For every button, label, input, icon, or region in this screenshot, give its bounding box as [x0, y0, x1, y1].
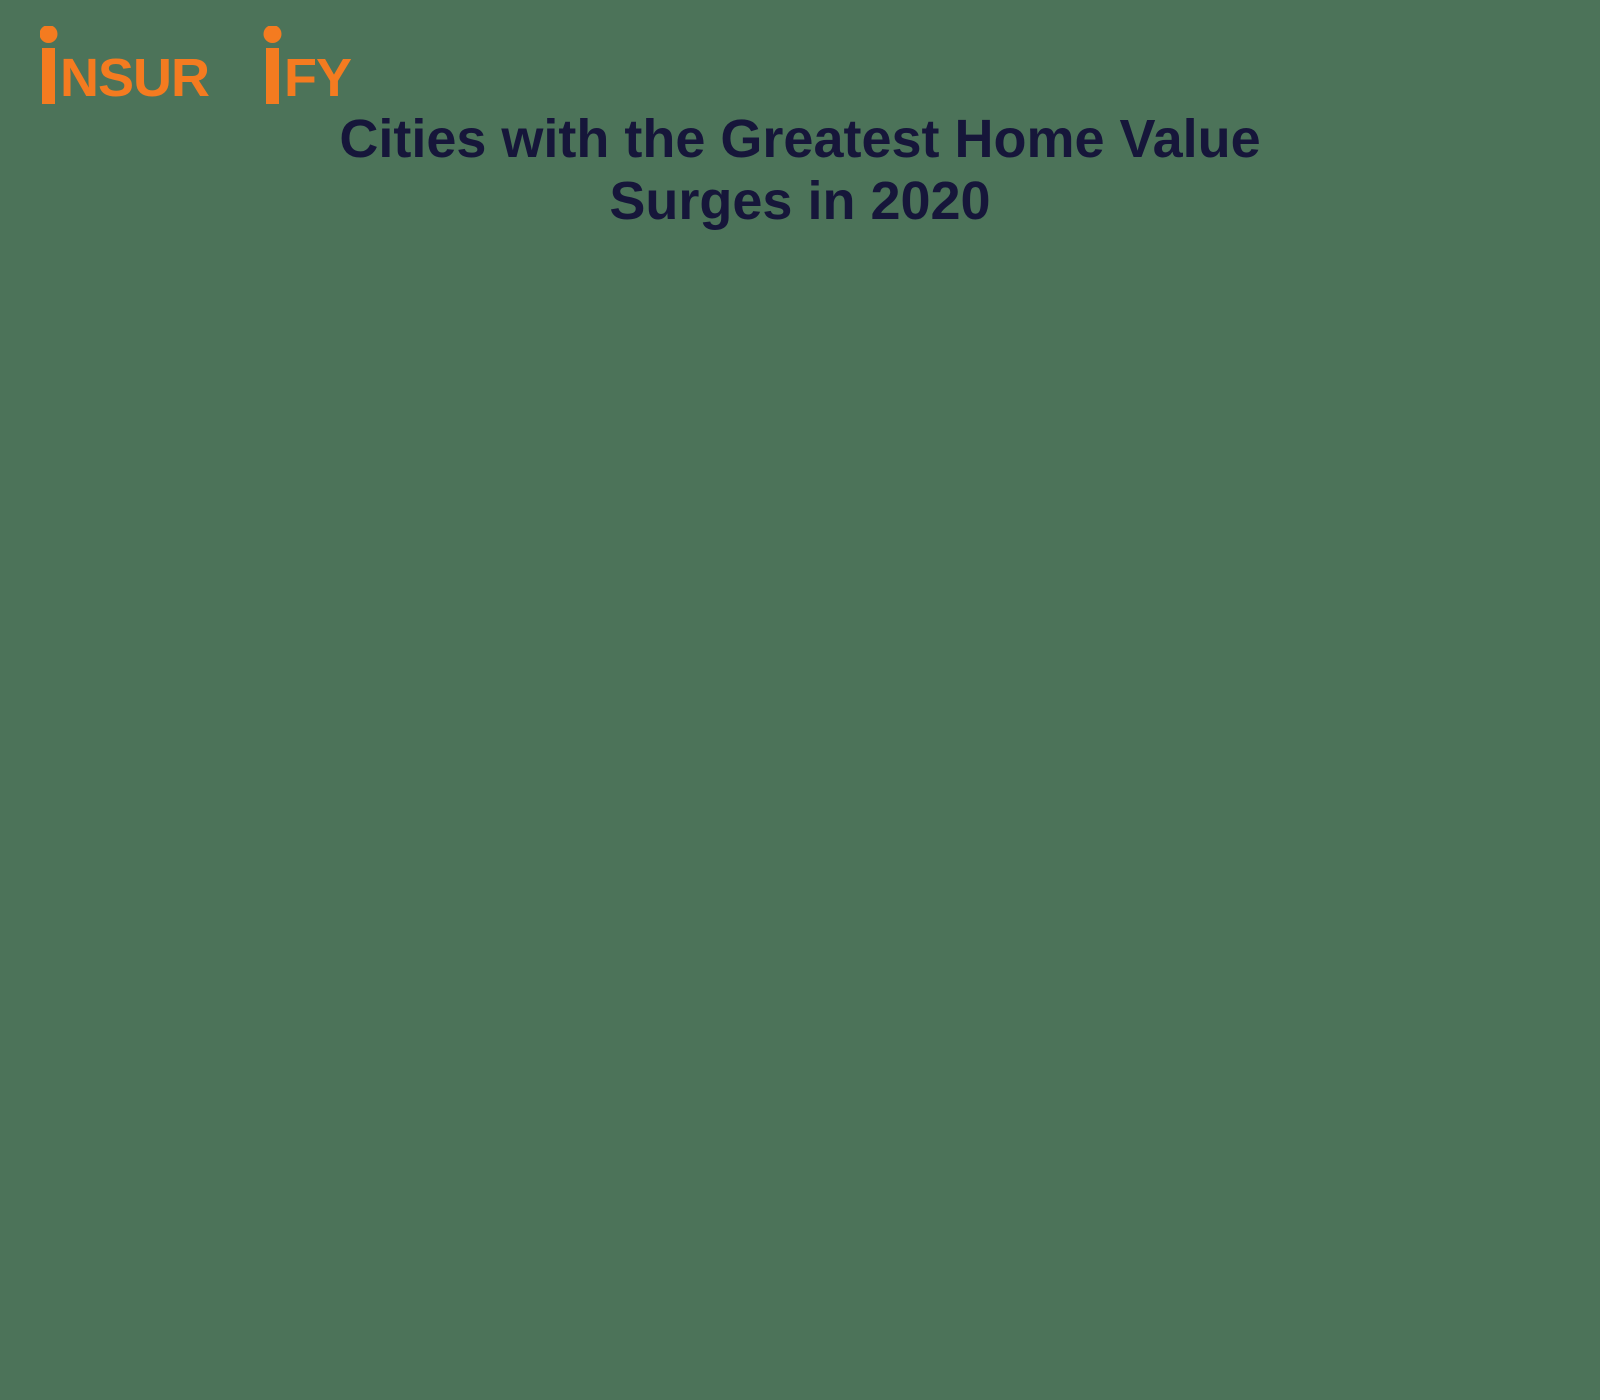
svg-text:NSUR: NSUR	[60, 48, 209, 106]
svg-text:FY: FY	[284, 48, 352, 106]
